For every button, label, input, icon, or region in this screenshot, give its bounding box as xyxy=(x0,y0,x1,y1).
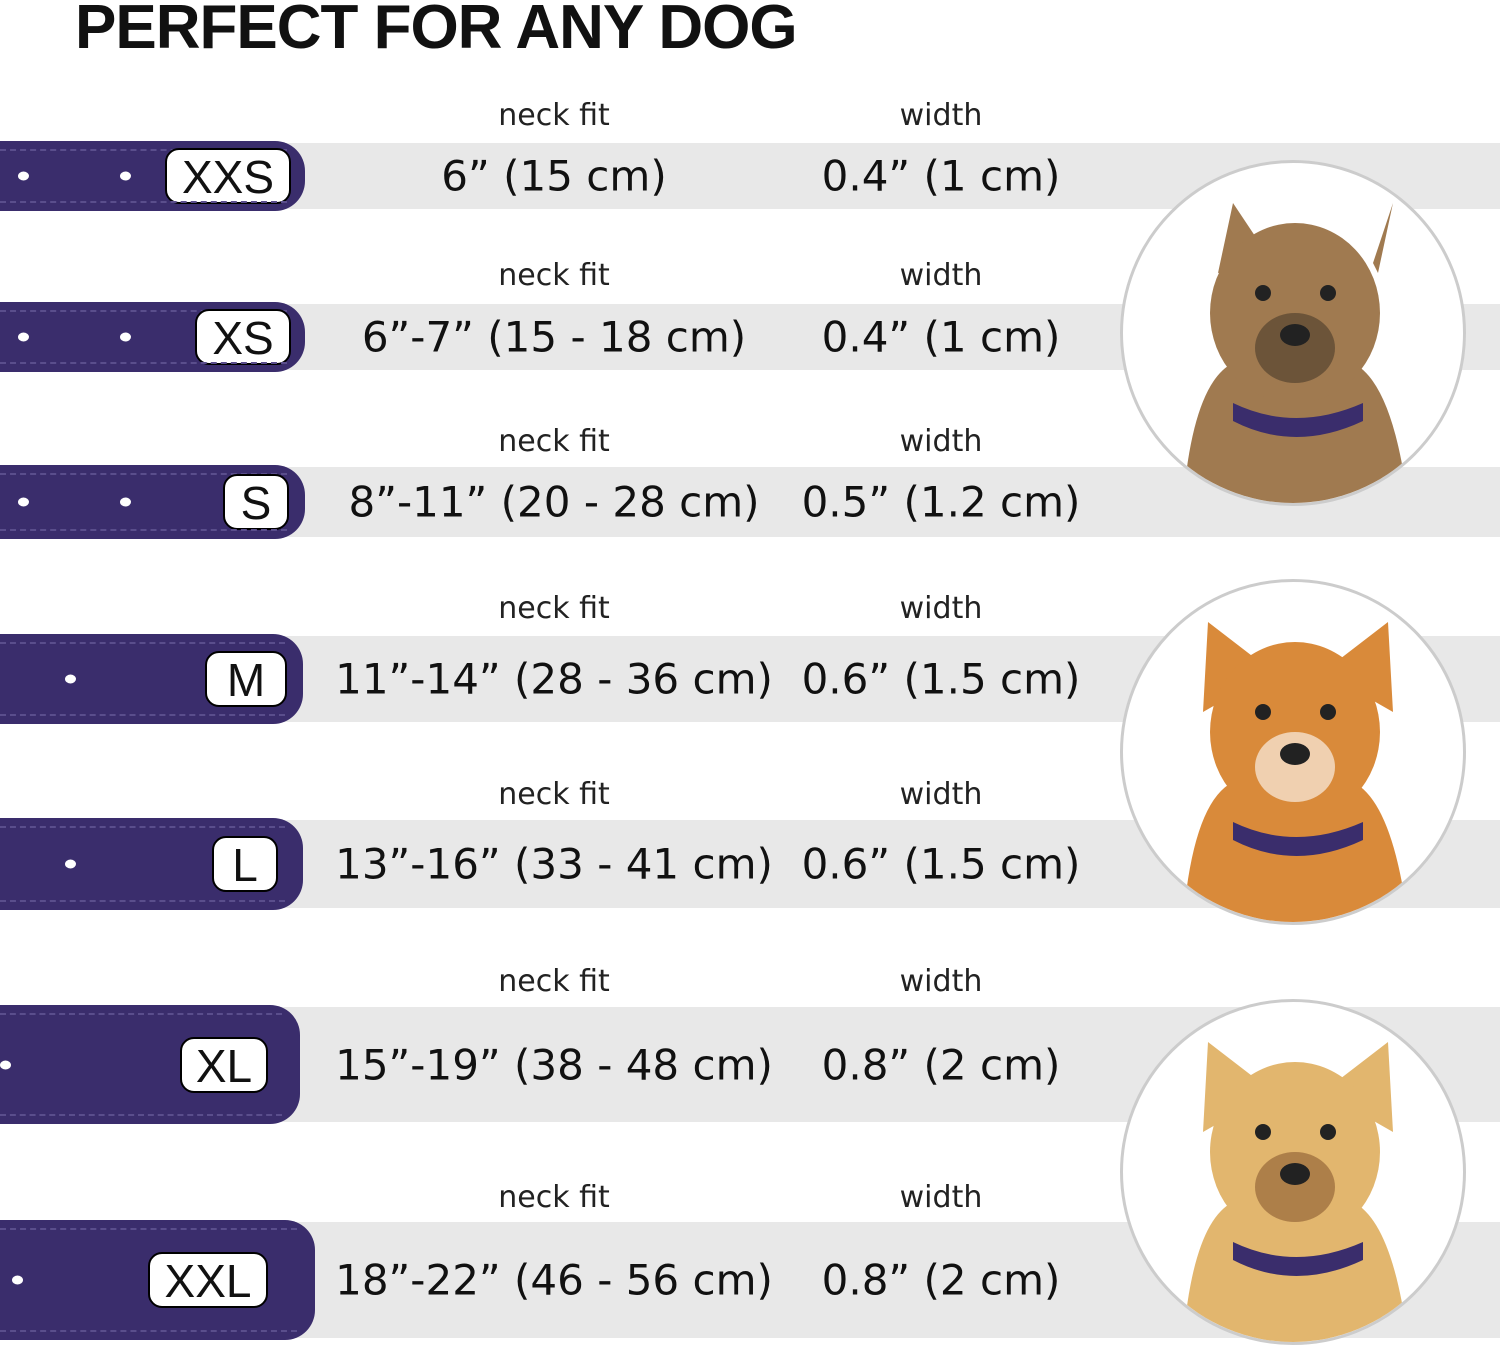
size-tag: XS xyxy=(195,309,291,365)
size-tag: M xyxy=(205,651,287,707)
neck-fit-value: 6” (15 cm) xyxy=(441,151,667,201)
width-label: width xyxy=(899,777,983,812)
neck-fit-value: 11”-14” (28 - 36 cm) xyxy=(335,654,773,704)
neck-fit-label: neck fit xyxy=(498,964,610,999)
neck-fit-label: neck fit xyxy=(498,424,610,459)
size-tag: XL xyxy=(180,1036,268,1093)
collar-hole xyxy=(18,171,29,181)
width-label: width xyxy=(899,591,983,626)
collar-graphic: L xyxy=(0,818,303,910)
collar-hole xyxy=(65,674,76,684)
width-value: 0.4” (1 cm) xyxy=(821,312,1061,362)
dog-illustration xyxy=(1183,622,1408,922)
neck-fit-label: neck fit xyxy=(498,591,610,626)
dog-photo-terrier xyxy=(1120,160,1466,506)
collar-hole xyxy=(120,171,131,181)
width-value: 0.8” (2 cm) xyxy=(821,1255,1061,1305)
neck-fit-value: 13”-16” (33 - 41 cm) xyxy=(335,839,773,889)
neck-fit-label: neck fit xyxy=(498,98,610,133)
width-value: 0.4” (1 cm) xyxy=(821,151,1061,201)
collar-graphic: XXL xyxy=(0,1220,315,1340)
dog-illustration xyxy=(1183,203,1408,503)
page-title: PERFECT FOR ANY DOG xyxy=(75,0,798,62)
size-tag: XXL xyxy=(148,1252,268,1308)
dog-photo-corgi xyxy=(1120,579,1466,925)
collar-hole xyxy=(65,859,76,869)
size-tag: S xyxy=(223,474,289,530)
neck-fit-label: neck fit xyxy=(498,1180,610,1215)
collar-hole xyxy=(120,332,131,342)
neck-fit-value: 8”-11” (20 - 28 cm) xyxy=(348,477,760,527)
neck-fit-value: 18”-22” (46 - 56 cm) xyxy=(335,1255,773,1305)
neck-fit-label: neck fit xyxy=(498,777,610,812)
width-value: 0.8” (2 cm) xyxy=(821,1040,1061,1089)
neck-fit-value: 15”-19” (38 - 48 cm) xyxy=(335,1040,773,1089)
size-tag: L xyxy=(212,836,278,892)
collar-graphic: XL xyxy=(0,1005,300,1124)
size-tag: XXS xyxy=(165,148,291,204)
collar-hole xyxy=(18,332,29,342)
width-value: 0.6” (1.5 cm) xyxy=(801,839,1081,889)
width-value: 0.5” (1.2 cm) xyxy=(801,477,1081,527)
width-label: width xyxy=(899,964,983,999)
width-label: width xyxy=(899,424,983,459)
width-label: width xyxy=(899,1180,983,1215)
neck-fit-value: 6”-7” (15 - 18 cm) xyxy=(361,312,747,362)
width-label: width xyxy=(899,98,983,133)
collar-graphic: M xyxy=(0,634,303,724)
collar-hole xyxy=(120,497,131,507)
dog-illustration xyxy=(1183,1042,1408,1342)
width-value: 0.6” (1.5 cm) xyxy=(801,654,1081,704)
collar-graphic: S xyxy=(0,465,305,539)
collar-graphic: XS xyxy=(0,302,305,372)
collar-graphic: XXS xyxy=(0,141,305,211)
dog-photo-labrador xyxy=(1120,999,1466,1345)
neck-fit-label: neck fit xyxy=(498,258,610,293)
collar-hole xyxy=(18,497,29,507)
collar-hole xyxy=(12,1275,23,1285)
width-label: width xyxy=(899,258,983,293)
collar-hole xyxy=(0,1060,11,1069)
